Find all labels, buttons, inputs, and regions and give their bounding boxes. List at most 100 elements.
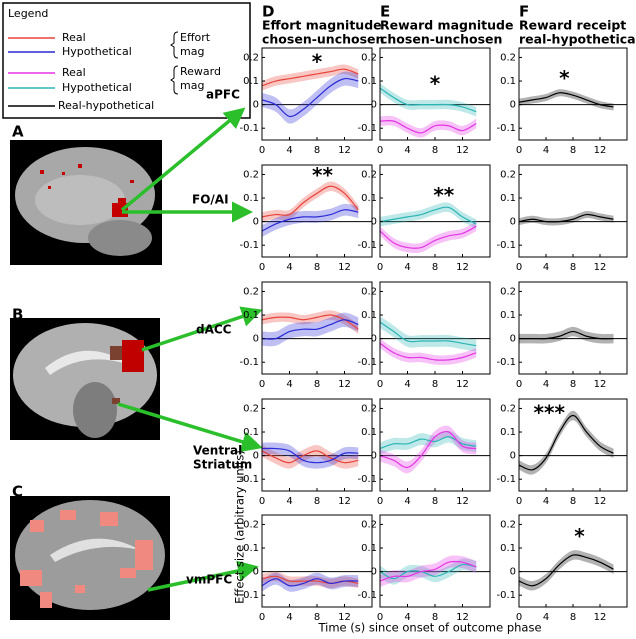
- x-tick-label: 8: [314, 262, 320, 273]
- column-title: Effort magnitude: [262, 18, 382, 33]
- chart: -0.100.10.20 4 8 12*: [496, 514, 628, 623]
- series-line: [380, 321, 477, 347]
- x-tick-label: 0: [259, 262, 265, 273]
- series-line: [262, 447, 359, 464]
- legend-brace: [170, 65, 179, 95]
- panel-letter: C: [12, 483, 23, 501]
- y-tick-label: -0.1: [239, 357, 259, 368]
- plot-area: [519, 410, 627, 475]
- plot-frame: [379, 164, 491, 258]
- y-axis-label: Effect size (arbitrary units): [233, 450, 247, 604]
- x-tick-label: 0: [377, 262, 383, 273]
- y-tick-label: 0.1: [361, 76, 377, 87]
- plot-area: [519, 89, 627, 111]
- significance-marker: **: [433, 183, 454, 207]
- series-line: [380, 430, 477, 469]
- x-tick-label: 12: [456, 612, 469, 623]
- x-tick-label: 0: [259, 612, 265, 623]
- series-line: [380, 87, 477, 113]
- x-tick-label: 4: [286, 496, 292, 507]
- confidence-band: [380, 221, 477, 254]
- x-tick-label: 0: [516, 262, 522, 273]
- chart: -0.100.10.20 4 8 12: [496, 164, 628, 273]
- x-tick-label: 12: [594, 496, 607, 507]
- series-line: [262, 68, 359, 87]
- x-tick-label: 0: [516, 145, 522, 156]
- region-label: dACC: [196, 323, 232, 337]
- x-tick-label: 12: [456, 145, 469, 156]
- y-tick-label: 0.2: [500, 403, 516, 414]
- plot-frame: [379, 514, 491, 608]
- chart: -0.100.10.20 4 8 12**: [239, 163, 373, 273]
- chart: -0.100.10.20 4 8 12: [496, 281, 628, 390]
- column-title: Reward receipt: [519, 18, 626, 33]
- y-tick-label: 0.1: [243, 193, 259, 204]
- x-tick-label: 4: [543, 379, 549, 390]
- plot-frame: [261, 164, 373, 258]
- column-letter: F: [519, 3, 529, 21]
- x-tick-label: 0: [516, 496, 522, 507]
- legend-group-label: Reward: [180, 65, 221, 78]
- y-tick-label: 0.1: [500, 76, 516, 87]
- significance-marker: ***: [534, 401, 566, 425]
- y-tick-label: -0.1: [357, 590, 377, 601]
- x-tick-label: 12: [594, 612, 607, 623]
- x-tick-label: 4: [404, 262, 410, 273]
- y-tick-label: 0.2: [500, 286, 516, 297]
- y-tick-label: 0.2: [361, 169, 377, 180]
- confidence-band: [262, 572, 359, 592]
- plot-area: [519, 550, 627, 591]
- x-tick-label: 4: [286, 145, 292, 156]
- chart: -0.100.10.20 4 8 12: [357, 398, 491, 507]
- region-label: FO/AI: [192, 193, 229, 207]
- confidence-band: [380, 430, 477, 455]
- plot-area: [262, 181, 372, 237]
- x-tick-label: 4: [286, 262, 292, 273]
- y-tick-label: 0.2: [500, 169, 516, 180]
- series-line: [262, 314, 359, 330]
- legend-box: [2, 2, 251, 119]
- y-tick-label: 0.2: [243, 286, 259, 297]
- x-tick-label: 12: [594, 145, 607, 156]
- column-subtitle: chosen-unchosen: [380, 32, 502, 47]
- x-tick-label: 12: [338, 145, 351, 156]
- column-letter: D: [262, 3, 274, 21]
- x-tick-label: 0: [516, 379, 522, 390]
- plot-frame: [379, 47, 491, 141]
- confidence-band: [262, 71, 359, 124]
- plot-area: [262, 64, 372, 124]
- significance-marker: *: [312, 50, 323, 74]
- y-tick-label: 0: [371, 100, 377, 111]
- series-line: [519, 213, 614, 223]
- x-tick-label: 4: [404, 145, 410, 156]
- x-tick-label: 12: [594, 262, 607, 273]
- x-tick-label: 8: [570, 379, 576, 390]
- column-subtitle: real-hypothetical: [519, 32, 636, 47]
- series-line: [262, 209, 359, 232]
- x-tick-label: 4: [404, 379, 410, 390]
- plot-frame: [518, 164, 628, 258]
- x-tick-label: 8: [432, 612, 438, 623]
- y-tick-label: -0.1: [496, 123, 516, 134]
- x-tick-label: 4: [543, 496, 549, 507]
- significance-marker: **: [312, 163, 333, 187]
- plot-area: [519, 210, 627, 226]
- column-title: Reward magnitude: [380, 18, 513, 33]
- legend-label: Real-hypothetical: [58, 99, 154, 112]
- y-tick-label: 0.2: [361, 519, 377, 530]
- plot-frame: [518, 514, 628, 608]
- confidence-band: [262, 442, 359, 469]
- series-line: [519, 414, 614, 471]
- plot-frame: [518, 281, 628, 375]
- plot-frame: [379, 398, 491, 492]
- y-tick-label: 0: [253, 100, 259, 111]
- y-tick-label: 0.1: [243, 543, 259, 554]
- y-tick-label: 0.1: [500, 543, 516, 554]
- y-tick-label: 0.2: [243, 519, 259, 530]
- brain-image-a: [10, 140, 162, 265]
- x-tick-label: 8: [314, 145, 320, 156]
- x-tick-label: 12: [456, 262, 469, 273]
- x-tick-label: 12: [456, 379, 469, 390]
- series-line: [262, 77, 359, 118]
- series-line: [262, 185, 359, 218]
